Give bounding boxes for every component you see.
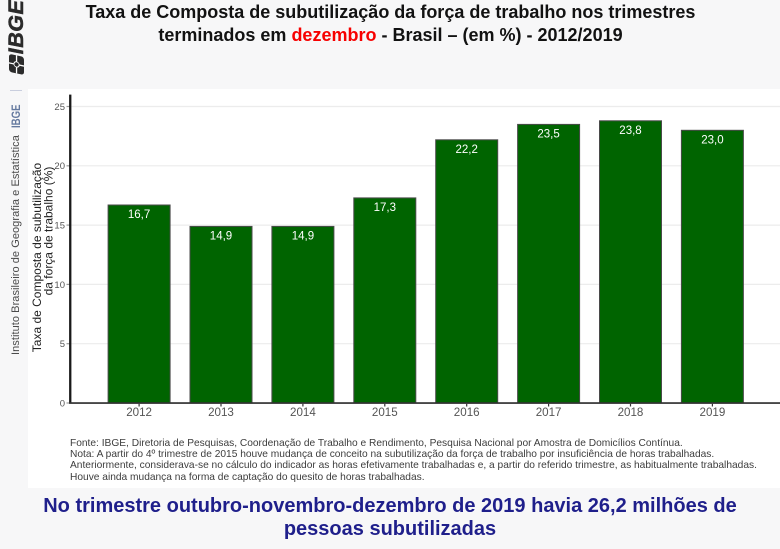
svg-text:2015: 2015 (372, 406, 398, 419)
svg-text:17,3: 17,3 (374, 202, 396, 214)
svg-text:22,2: 22,2 (456, 144, 478, 156)
svg-text:2013: 2013 (208, 406, 234, 419)
svg-text:2019: 2019 (700, 406, 726, 419)
svg-text:20: 20 (54, 161, 65, 172)
svg-text:23,5: 23,5 (537, 128, 559, 140)
svg-text:16,7: 16,7 (128, 209, 150, 221)
svg-text:Taxa de Composta de subutiliza: Taxa de Composta de subutilização (30, 162, 44, 352)
svg-text:14,9: 14,9 (292, 230, 314, 242)
svg-text:2012: 2012 (126, 406, 152, 419)
svg-text:2014: 2014 (290, 406, 316, 419)
svg-text:2017: 2017 (536, 406, 562, 419)
svg-text:14,9: 14,9 (210, 230, 232, 242)
svg-text:23,0: 23,0 (701, 134, 723, 146)
svg-text:2016: 2016 (454, 406, 480, 419)
svg-text:25: 25 (54, 102, 65, 113)
svg-text:5: 5 (60, 339, 65, 350)
svg-text:10: 10 (54, 280, 65, 291)
svg-text:15: 15 (54, 221, 65, 232)
svg-text:da força de trabalho (%): da força de trabalho (%) (41, 167, 55, 296)
svg-text:0: 0 (60, 398, 65, 409)
svg-text:23,8: 23,8 (619, 125, 641, 137)
svg-text:2018: 2018 (618, 406, 644, 419)
